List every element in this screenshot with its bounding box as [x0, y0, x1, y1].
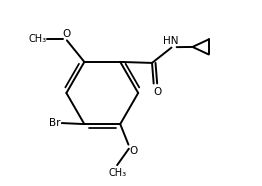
Text: O: O	[129, 146, 138, 156]
Text: CH₃: CH₃	[28, 33, 46, 44]
Text: O: O	[153, 87, 161, 97]
Text: O: O	[63, 29, 71, 39]
Text: HN: HN	[163, 36, 178, 46]
Text: Br: Br	[49, 118, 60, 128]
Text: CH₃: CH₃	[108, 168, 126, 178]
